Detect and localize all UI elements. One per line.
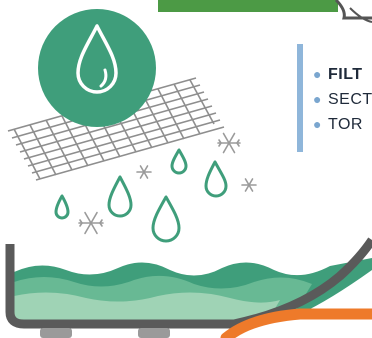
feature-item-label: TOR bbox=[327, 116, 363, 133]
feature-item-label: SECT bbox=[327, 91, 372, 108]
feature-list: ● FILT ● SECT ● TOR bbox=[313, 62, 372, 137]
water-drop-badge bbox=[38, 9, 156, 127]
snowflake-icon bbox=[217, 132, 241, 154]
feature-list-panel: ● FILT ● SECT ● TOR bbox=[297, 44, 372, 152]
feature-item-label: FILT bbox=[327, 66, 363, 83]
bullet-dot-icon: ● bbox=[313, 91, 322, 107]
snowflake-icon bbox=[78, 211, 104, 235]
snowflake-icon bbox=[136, 165, 152, 179]
bullet-dot-icon: ● bbox=[313, 66, 322, 82]
water-drop-icon bbox=[76, 24, 118, 94]
feature-item: ● SECT bbox=[313, 87, 372, 112]
tank-liquid bbox=[14, 258, 372, 324]
top-right-outline-2 bbox=[349, 7, 372, 23]
tank-foot bbox=[40, 328, 72, 338]
water-drop-icon bbox=[170, 148, 188, 175]
tank-outline bbox=[5, 237, 372, 329]
tank-foot bbox=[138, 328, 170, 338]
water-drop-icon bbox=[54, 194, 70, 220]
top-green-bar bbox=[158, 0, 338, 12]
water-drop-icon bbox=[107, 175, 133, 218]
water-drop-icon bbox=[204, 160, 228, 198]
bullet-dot-icon: ● bbox=[313, 116, 322, 132]
snowflake-icon bbox=[241, 178, 257, 192]
top-right-outline bbox=[334, 0, 372, 20]
water-drop-icon bbox=[151, 195, 181, 243]
feature-item: ● FILT bbox=[313, 62, 372, 87]
orange-accent-arc bbox=[220, 308, 372, 338]
feature-item: ● TOR bbox=[313, 112, 372, 137]
